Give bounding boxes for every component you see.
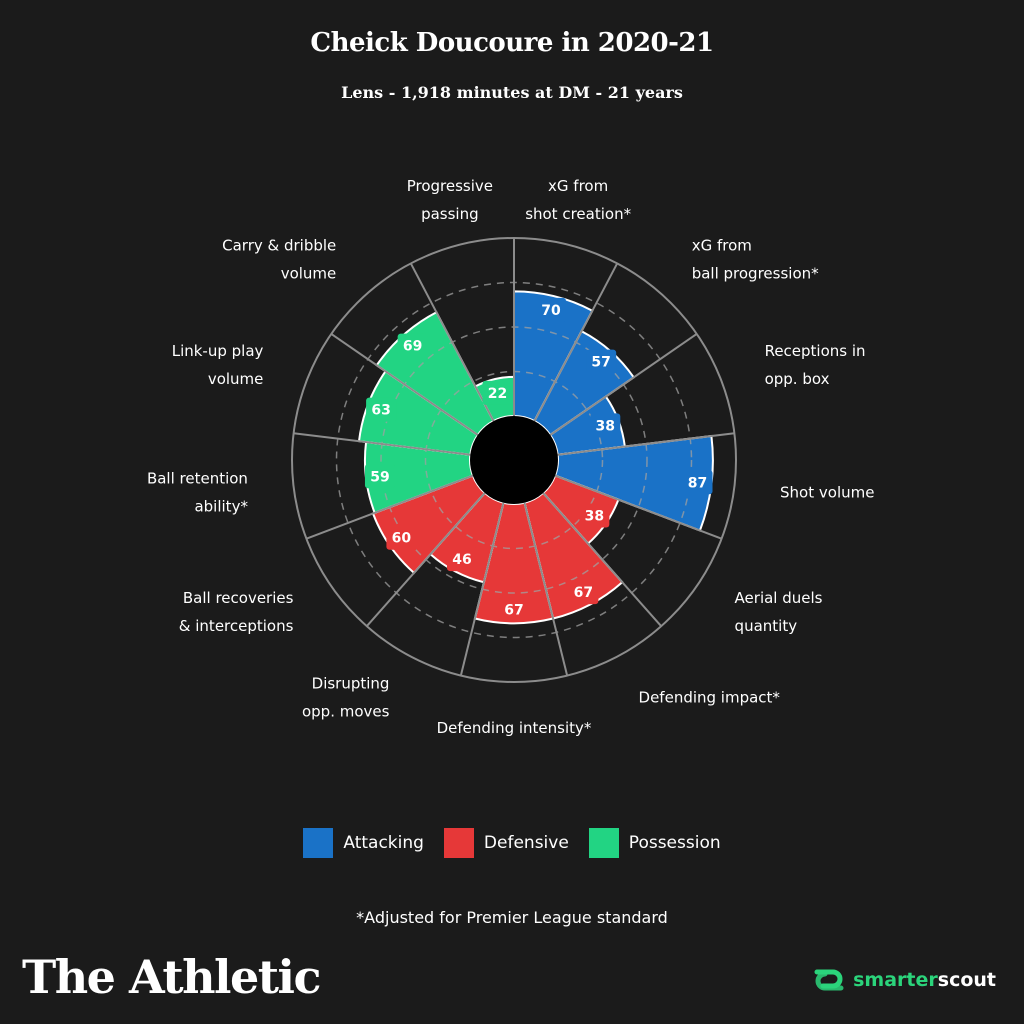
value-badge-1: 70 [535, 297, 566, 322]
value-badge-13: 22 [482, 380, 513, 405]
value-badge-7: 67 [499, 597, 529, 622]
category-label-3: Receptions in opp. box [765, 342, 866, 388]
smarterscout-icon [814, 969, 844, 991]
grid-spoke-5 [554, 474, 722, 540]
legend-label-attacking: Attacking [343, 833, 424, 853]
category-label-13: Progressive passing [407, 177, 493, 223]
category-label-8: Disrupting opp. moves [302, 674, 390, 720]
value-badge-bg [482, 380, 513, 405]
grid-spoke-2 [533, 262, 619, 422]
smarterscout-suffix: scout [937, 969, 996, 991]
grid-spoke-4 [557, 432, 735, 456]
category-label-11: Link-up play volume [172, 342, 264, 388]
value-badge-bg [366, 397, 397, 422]
grid-spoke-10 [306, 474, 474, 540]
value-label: 70 [541, 303, 561, 319]
grid-spoke-7 [523, 502, 569, 676]
category-label-6: Defending impact* [639, 688, 781, 706]
legend-label-possession: Possession [628, 833, 721, 853]
value-label: 22 [488, 386, 507, 402]
legend-item-possession: Possession [588, 828, 721, 858]
category-label-2: xG from ball progression* [692, 236, 819, 282]
value-badge-8: 46 [447, 547, 478, 572]
value-badge-10: 59 [364, 464, 395, 489]
footnote: *Adjusted for Premier League standard [356, 908, 668, 927]
legend-swatch-attacking [303, 828, 334, 858]
value-badge-5: 38 [579, 503, 610, 528]
value-badge-bg [682, 470, 713, 495]
legend-swatch-possession [588, 828, 619, 858]
chart-title: Cheick Doucoure in 2020-21 [310, 28, 714, 58]
legend-item-defensive: Defensive [443, 828, 569, 858]
bar-1 [513, 290, 594, 423]
category-label-5: Aerial duels quantity [735, 589, 823, 635]
value-label: 38 [585, 508, 604, 524]
value-badge-bg [499, 597, 529, 622]
legend-swatch-defensive [443, 828, 474, 858]
chart-center-hole [470, 416, 558, 504]
bar-10 [363, 440, 475, 515]
value-badge-bg [586, 349, 617, 374]
value-label: 46 [452, 552, 471, 568]
value-badge-bg [386, 525, 417, 550]
value-badge-3: 38 [590, 413, 621, 438]
value-badge-9: 60 [386, 525, 417, 550]
value-badge-bg [397, 333, 428, 358]
value-label: 67 [504, 602, 523, 618]
value-label: 87 [688, 475, 707, 491]
grid-spoke-13 [409, 262, 495, 422]
value-badge-2: 57 [586, 349, 617, 374]
category-label-12: Carry & dribble volume [222, 236, 336, 282]
smarterscout-prefix: smarter [853, 969, 938, 991]
the-athletic-logo: The Athletic [22, 950, 322, 1004]
value-label: 63 [371, 403, 390, 419]
value-label: 38 [596, 418, 615, 434]
value-badge-bg [568, 580, 599, 605]
legend-item-attacking: Attacking [303, 828, 424, 858]
smarterscout-logo: smarterscout [811, 962, 996, 998]
category-label-1: xG from shot creation* [525, 177, 631, 223]
chart-subtitle: Lens - 1,918 minutes at DM - 21 years [341, 83, 683, 102]
value-badge-11: 63 [366, 397, 397, 422]
value-label: 59 [370, 469, 389, 485]
grid-spoke-8 [459, 502, 505, 676]
value-label: 69 [403, 339, 422, 355]
category-label-4: Shot volume [780, 483, 874, 501]
value-badge-6: 67 [568, 580, 599, 605]
value-badge-bg [535, 297, 566, 322]
value-label: 60 [392, 531, 412, 547]
legend-label-defensive: Defensive [483, 833, 569, 853]
value-label: 57 [591, 355, 610, 371]
category-label-10: Ball retention ability* [147, 469, 249, 515]
grid-spoke-12 [330, 333, 479, 436]
value-badge-bg [364, 464, 395, 489]
category-label-9: Ball recoveries & interceptions [179, 589, 294, 635]
value-badge-12: 69 [397, 333, 428, 358]
category-label-7: Defending intensity* [437, 719, 592, 737]
value-badge-bg [447, 547, 478, 572]
grid-spoke-9 [366, 492, 486, 627]
grid-spoke-6 [542, 492, 662, 627]
value-badge-bg [590, 413, 621, 438]
grid-spoke-11 [293, 432, 471, 456]
value-badge-bg [579, 503, 610, 528]
grid-spoke-3 [549, 333, 698, 436]
legend: Attacking Defensive Possession [0, 828, 1024, 858]
value-badge-4: 87 [682, 470, 713, 495]
value-label: 67 [574, 585, 593, 601]
